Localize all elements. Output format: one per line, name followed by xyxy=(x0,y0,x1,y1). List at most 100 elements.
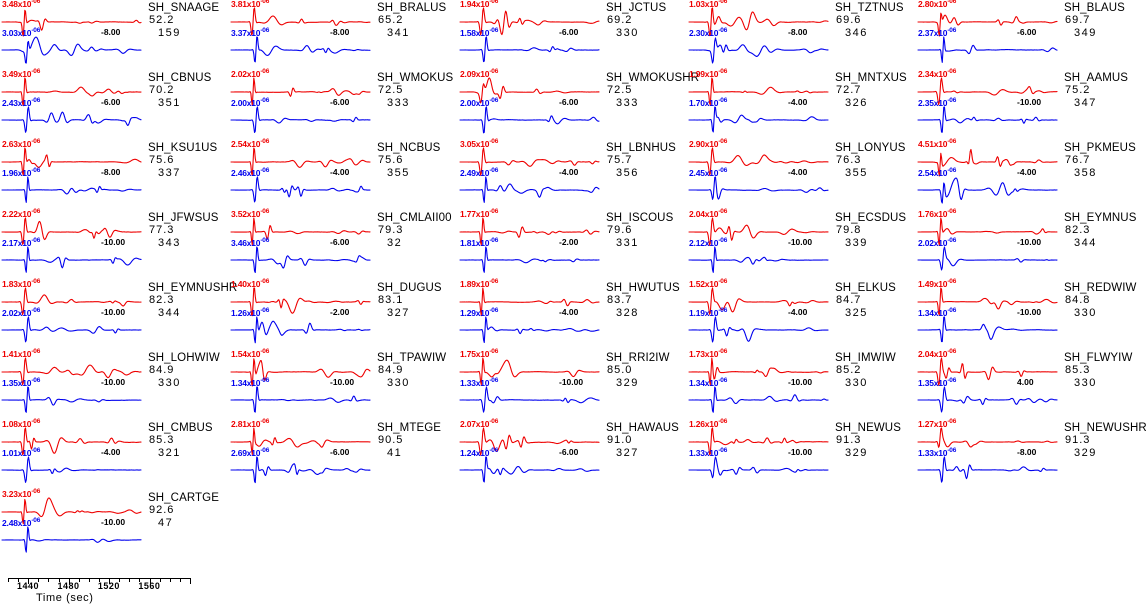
synthetic-amplitude: 2.46x10-06 xyxy=(231,167,270,178)
synthetic-trace xyxy=(917,36,1058,63)
waveform-plot[interactable] xyxy=(458,70,601,140)
waveform-plot[interactable] xyxy=(916,350,1059,420)
station-panel[interactable]: 3.81x10-06 3.37x10-06 -8.00 SH_BRALUS 65.2 34… xyxy=(229,0,458,70)
station-panel[interactable]: 2.90x10-06 2.45x10-06 -4.00 SH_LONYUS 76.3 35… xyxy=(687,138,916,210)
station-panel[interactable]: 1.75x10-06 1.33x10-06 -10.00 SH_RRI2IW 85.0 3… xyxy=(458,348,687,420)
station-panel[interactable]: 2.34x10-06 2.35x10-06 -10.00 SH_AAMUS 75.2 34… xyxy=(916,68,1145,140)
epicentral-distance: 85.2 xyxy=(836,364,862,376)
waveform-plot[interactable] xyxy=(687,420,830,490)
epicentral-distance: 91.0 xyxy=(607,434,633,446)
waveform-plot[interactable] xyxy=(916,0,1059,70)
station-panel[interactable]: 2.63x10-06 1.96x10-06 -8.00 SH_KSU1US 75.6 33… xyxy=(0,138,229,210)
waveform-plot[interactable] xyxy=(458,0,601,70)
station-panel[interactable]: 3.49x10-06 2.43x10-06 -6.00 SH_CBNUS 70.2 351 xyxy=(0,68,229,140)
waveform-plot[interactable] xyxy=(0,420,143,490)
station-panel[interactable]: 1.77x10-06 1.81x10-06 -2.00 SH_ISCOUS 79.6 33… xyxy=(458,208,687,280)
station-panel[interactable]: 1.49x10-06 1.34x10-06 -10.00 SH_REDWIW 84.8 3… xyxy=(916,278,1145,350)
waveform-plot[interactable] xyxy=(229,280,372,350)
waveform-plot[interactable] xyxy=(687,350,830,420)
station-panel[interactable]: 2.07x10-06 1.24x10-06 -6.00 SH_HAWAUS 91.0 32… xyxy=(458,418,687,490)
station-panel[interactable]: 1.99x10-06 1.70x10-06 -4.00 SH_MNTXUS 72.7 32… xyxy=(687,68,916,140)
station-name: SH_LBNHUS xyxy=(606,142,676,154)
waveform-plot[interactable] xyxy=(0,70,143,140)
waveform-plot[interactable] xyxy=(916,280,1059,350)
station-panel[interactable]: 2.04x10-06 2.12x10-06 -10.00 SH_ECSDUS 79.8 3… xyxy=(687,208,916,280)
observed-amplitude: 2.63x10-06 xyxy=(2,138,41,149)
station-panel[interactable]: 1.54x10-06 1.34x10-06 -10.00 SH_TPAWIW 84.9 3… xyxy=(229,348,458,420)
station-panel[interactable]: 2.22x10-06 2.17x10-06 -10.00 SH_JFWSUS 77.3 3… xyxy=(0,208,229,280)
waveform-plot[interactable] xyxy=(229,210,372,280)
waveform-plot[interactable] xyxy=(458,420,601,490)
waveform-plot[interactable] xyxy=(229,140,372,210)
station-panel[interactable]: 1.94x10-06 1.58x10-06 -6.00 SH_JCTUS 69.2 330 xyxy=(458,0,687,70)
observed-trace xyxy=(459,357,600,386)
azimuth: 329 xyxy=(1074,447,1097,459)
station-panel[interactable]: 3.48x10-06 3.03x10-06 -8.00 SH_SNAAGE 52.2 15… xyxy=(0,0,229,70)
time-axis: 1440 1480 1520 1560 Time (sec) xyxy=(8,566,248,604)
waveform-plot[interactable] xyxy=(687,0,830,70)
waveform-plot[interactable] xyxy=(229,350,372,420)
synthetic-trace xyxy=(1,176,142,203)
axis-tick xyxy=(38,578,40,582)
waveform-plot[interactable] xyxy=(229,420,372,490)
station-panel[interactable]: 1.83x10-06 2.02x10-06 -10.00 SH_EYMNUSHR 82.… xyxy=(0,278,237,350)
waveform-plot[interactable] xyxy=(916,420,1059,490)
waveform-plot[interactable] xyxy=(229,0,372,70)
waveform-plot[interactable] xyxy=(458,140,601,210)
station-panel[interactable]: 4.51x10-06 2.54x10-06 -4.00 SH_PKMEUS 76.7 35… xyxy=(916,138,1145,210)
waveform-plot[interactable] xyxy=(687,280,830,350)
waveform-plot[interactable] xyxy=(0,350,143,420)
station-meta: SH_WMOKUSHR 72.5 333 xyxy=(606,72,699,110)
station-panel[interactable]: 1.76x10-06 2.02x10-06 -10.00 SH_EYMNUS 82.3 3… xyxy=(916,208,1145,280)
waveform-plot[interactable] xyxy=(0,0,143,70)
station-panel[interactable]: 1.03x10-06 2.30x10-06 -8.00 SH_TZTNUS 69.6 34… xyxy=(687,0,916,70)
station-panel[interactable]: 3.52x10-06 3.46x10-06 -6.00 SH_CMLAII00 79.3… xyxy=(229,208,458,280)
axis-tick xyxy=(99,578,100,582)
axis-x-label: Time (sec) xyxy=(36,592,94,604)
waveform-plot[interactable] xyxy=(229,70,372,140)
waveform-plot[interactable] xyxy=(687,210,830,280)
station-panel[interactable]: 1.73x10-06 1.34x10-06 -10.00 SH_IMWIW 85.2 33… xyxy=(687,348,919,420)
station-meta: SH_NCBUS 75.6 355 xyxy=(377,142,461,180)
station-panel[interactable]: 3.23x10-06 2.48x10-06 -10.00 SH_CARTGE 92.6 4… xyxy=(0,488,229,560)
station-panel[interactable]: 2.02x10-06 2.00x10-06 -6.00 SH_WMOKUS 72.5 33… xyxy=(229,68,458,140)
station-panel[interactable]: 1.40x10-06 1.26x10-06 -2.00 SH_DUGUS 83.1 327 xyxy=(229,278,458,350)
waveform-plot[interactable] xyxy=(916,140,1059,210)
epicentral-distance: 79.3 xyxy=(378,224,404,236)
station-name: SH_BLAUS xyxy=(1064,2,1125,14)
epicentral-distance: 91.3 xyxy=(836,434,862,446)
azimuth: 330 xyxy=(1074,307,1097,319)
waveform-plot[interactable] xyxy=(0,210,143,280)
synthetic-trace xyxy=(917,386,1058,413)
observed-amplitude: 1.99x10-06 xyxy=(689,68,728,79)
station-panel[interactable]: 1.41x10-06 1.35x10-06 -10.00 SH_LOHWIW 84.9 3… xyxy=(0,348,229,420)
station-panel[interactable]: 2.04x10-06 1.35x10-06 4.00 SH_FLWYIW 85.3 330 xyxy=(916,348,1146,420)
waveform-plot[interactable] xyxy=(916,210,1059,280)
observed-trace xyxy=(688,147,829,176)
station-panel[interactable]: 2.09x10-06 2.00x10-06 -6.00 SH_WMOKUSHR 72.5… xyxy=(458,68,699,140)
waveform-plot[interactable] xyxy=(0,490,143,560)
waveform-plot[interactable] xyxy=(458,280,601,350)
observed-trace xyxy=(459,217,600,246)
station-panel[interactable]: 2.81x10-06 2.69x10-06 -6.00 SH_MTEGE 90.5 41 xyxy=(229,418,458,490)
waveform-plot[interactable] xyxy=(916,70,1059,140)
time-shift-value: -4.00 xyxy=(101,447,121,457)
station-meta: SH_IMWIW 85.2 330 xyxy=(835,352,919,390)
station-panel[interactable]: 1.89x10-06 1.29x10-06 -4.00 SH_HWUTUS 83.7 32… xyxy=(458,278,687,350)
station-meta: SH_FLWYIW 85.3 330 xyxy=(1064,352,1146,390)
waveform-plot[interactable] xyxy=(0,140,143,210)
waveform-plot[interactable] xyxy=(687,70,830,140)
station-panel[interactable]: 1.27x10-06 1.33x10-06 -8.00 SH_NEWUSHR 91.3 3… xyxy=(916,418,1146,490)
waveform-plot[interactable] xyxy=(687,140,830,210)
station-panel[interactable]: 1.26x10-06 1.33x10-06 -10.00 SH_NEWUS 91.3 32… xyxy=(687,418,916,490)
synthetic-trace xyxy=(230,456,371,484)
station-panel[interactable]: 2.80x10-06 2.37x10-06 -6.00 SH_BLAUS 69.7 349 xyxy=(916,0,1145,70)
station-panel[interactable]: 1.52x10-06 1.19x10-06 -4.00 SH_ELKUS 84.7 325 xyxy=(687,278,916,350)
station-meta: SH_JCTUS 69.2 330 xyxy=(606,2,690,40)
station-panel[interactable]: 2.54x10-06 2.46x10-06 -4.00 SH_NCBUS 75.6 355 xyxy=(229,138,461,210)
waveform-plot[interactable] xyxy=(0,280,143,350)
waveform-plot[interactable] xyxy=(458,350,601,420)
station-panel[interactable]: 1.08x10-06 1.01x10-06 -4.00 SH_CMBUS 85.3 321 xyxy=(0,418,229,490)
waveform-plot[interactable] xyxy=(458,210,601,280)
station-panel[interactable]: 3.05x10-06 2.49x10-06 -4.00 SH_LBNHUS 75.7 35… xyxy=(458,138,687,210)
